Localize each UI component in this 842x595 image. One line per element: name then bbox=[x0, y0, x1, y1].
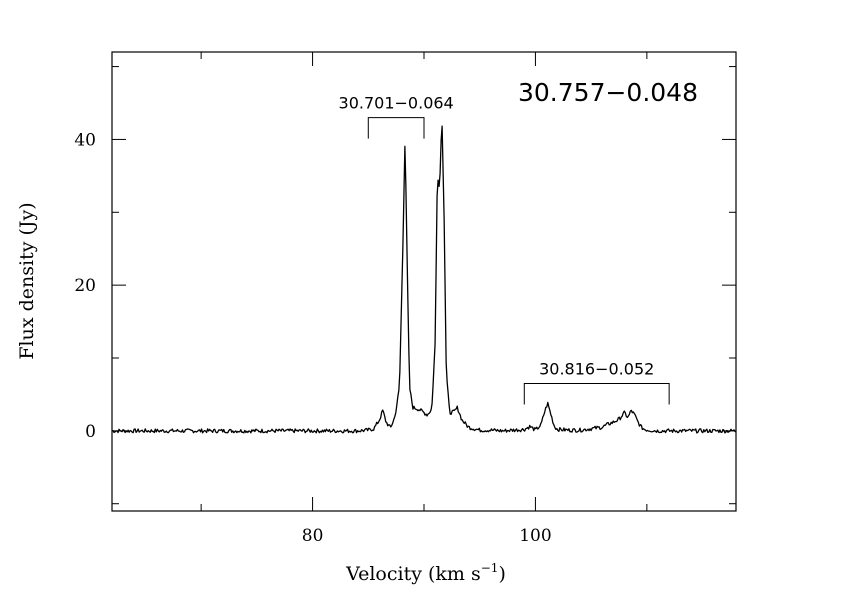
source-annotations: 30.701−0.064 30.816−0.052 bbox=[339, 94, 670, 405]
chart-title: 30.757−0.048 bbox=[518, 78, 698, 107]
annotation-label: 30.701−0.064 bbox=[339, 94, 454, 113]
x-axis-label-exponent: −1 bbox=[481, 561, 499, 575]
y-tick-label: 0 bbox=[85, 422, 96, 442]
y-axis-label: Flux density (Jy) bbox=[16, 202, 38, 359]
y-tick-label: 40 bbox=[74, 130, 96, 150]
x-tick-label: 100 bbox=[519, 526, 551, 546]
y-tick-label: 20 bbox=[74, 276, 96, 296]
x-tick-label: 80 bbox=[302, 526, 324, 546]
x-axis-label-close: ) bbox=[498, 563, 505, 585]
annotation-bracket bbox=[523, 383, 670, 405]
x-axis-label: Velocity (km s−1) bbox=[345, 561, 506, 585]
spectrum-line bbox=[111, 125, 737, 434]
series-group bbox=[111, 125, 737, 434]
axis-tick-labels: 80 100 0 20 40 bbox=[74, 130, 551, 546]
x-axis-label-main: Velocity (km s bbox=[345, 563, 481, 585]
annotation-bracket bbox=[367, 117, 425, 139]
annotation-label: 30.816−0.052 bbox=[539, 360, 654, 379]
